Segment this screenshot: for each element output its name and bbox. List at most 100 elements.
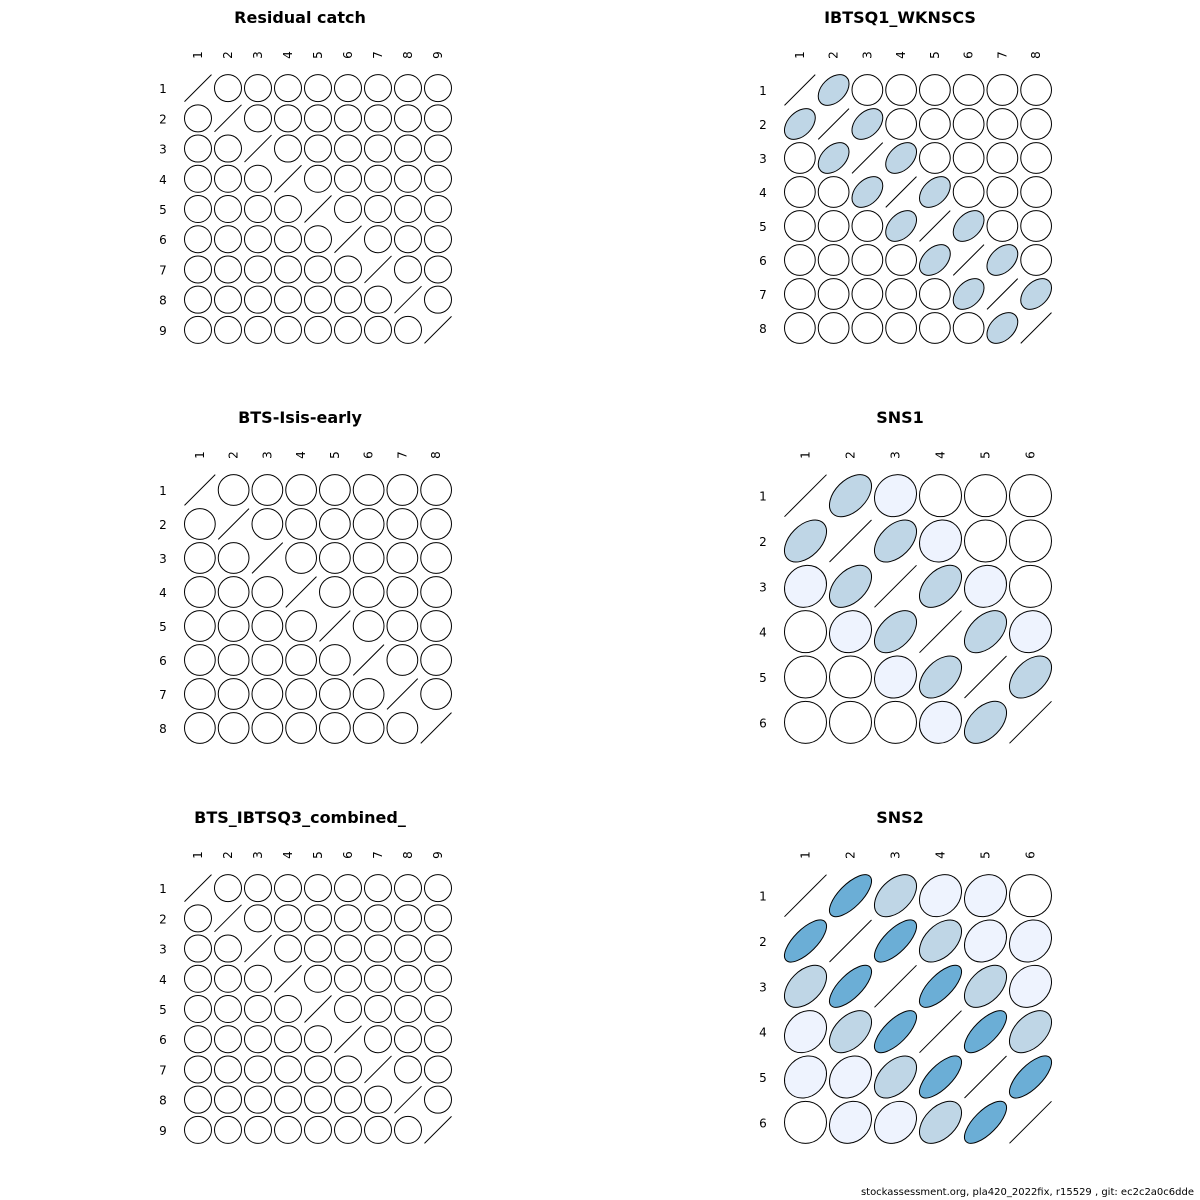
correlation-ellipse — [184, 904, 212, 933]
correlation-ellipse — [420, 644, 452, 676]
correlation-ellipse — [386, 712, 419, 744]
correlation-ellipse — [184, 1025, 212, 1054]
row-label: 8 — [159, 722, 167, 736]
correlation-ellipse — [986, 176, 1019, 208]
correlation-ellipse — [784, 1010, 828, 1054]
correlation-ellipse — [304, 134, 332, 163]
correlation-ellipse — [285, 508, 317, 540]
correlation-ellipse — [919, 1100, 963, 1144]
row-label: 6 — [159, 1033, 167, 1047]
correlation-ellipse — [319, 678, 351, 710]
correlation-ellipse — [783, 519, 827, 563]
panel-2: IBTSQ1_WKNSCS 1 2 3 4 5 6 7 8 1 2 3 4 5 6 7 8 — [759, 8, 1052, 344]
correlation-ellipse — [784, 700, 827, 744]
diagonal-line — [251, 542, 284, 574]
diagonal-line — [817, 108, 850, 140]
correlation-ellipse — [394, 964, 422, 993]
correlation-ellipse — [1020, 108, 1052, 140]
correlation-ellipse — [214, 964, 242, 993]
correlation-ellipse — [352, 678, 385, 710]
correlation-ellipse — [184, 995, 212, 1023]
correlation-ellipse — [364, 1115, 392, 1144]
correlation-ellipse — [394, 1115, 422, 1144]
correlation-ellipse — [184, 712, 216, 744]
diagonal-line — [274, 164, 302, 193]
correlation-ellipse — [424, 164, 452, 193]
correlation-ellipse — [424, 1085, 452, 1114]
correlation-ellipse — [394, 195, 422, 223]
correlation-ellipse — [784, 142, 816, 174]
correlation-ellipse — [364, 74, 392, 103]
correlation-ellipse — [424, 904, 452, 933]
correlation-ellipse — [963, 610, 1007, 654]
correlation-ellipse — [274, 995, 302, 1023]
correlation-ellipse — [918, 919, 962, 963]
correlation-ellipse — [274, 74, 302, 103]
correlation-ellipse — [184, 1115, 212, 1144]
correlation-ellipse — [319, 576, 351, 608]
correlation-ellipse — [184, 134, 212, 163]
correlation-ellipse — [918, 176, 951, 208]
correlation-ellipse — [1020, 244, 1052, 276]
correlation-ellipse — [184, 576, 216, 608]
column-label: 4 — [294, 451, 308, 459]
correlation-ellipse — [952, 74, 985, 106]
correlation-ellipse — [1009, 964, 1053, 1008]
correlation-ellipse — [873, 610, 917, 654]
correlation-ellipse — [244, 255, 272, 284]
correlation-ellipse — [274, 934, 302, 963]
correlation-ellipse — [952, 108, 985, 140]
correlation-ellipse — [424, 225, 452, 254]
correlation-ellipse — [304, 74, 332, 103]
correlation-ellipse — [334, 134, 362, 163]
correlation-ellipse — [986, 74, 1019, 106]
correlation-ellipse — [394, 134, 422, 163]
panel-3: BTS-Isis-early 1 2 3 4 5 6 7 8 1 2 3 4 5 6 7 8 — [159, 408, 452, 744]
correlation-ellipse — [919, 108, 951, 140]
correlation-ellipse — [334, 874, 362, 903]
column-label: 2 — [844, 451, 858, 459]
correlation-ellipse — [851, 244, 884, 276]
correlation-ellipse — [304, 1115, 332, 1144]
correlation-ellipse — [352, 576, 385, 608]
diagonal-line — [214, 904, 242, 933]
column-label: 9 — [431, 851, 445, 859]
correlation-ellipse — [319, 474, 351, 506]
correlation-ellipse — [251, 644, 284, 676]
correlation-ellipse — [184, 285, 212, 314]
column-label: 2 — [221, 851, 235, 859]
correlation-ellipse — [214, 315, 242, 344]
correlation-ellipse — [352, 542, 385, 574]
correlation-ellipse — [424, 874, 452, 903]
correlation-ellipse — [244, 1055, 272, 1084]
correlation-ellipse — [184, 678, 216, 710]
column-label: 5 — [979, 851, 993, 859]
correlation-ellipse — [304, 255, 332, 284]
correlation-ellipse — [285, 610, 317, 642]
correlation-ellipse — [352, 474, 385, 506]
correlation-ellipse — [829, 1055, 873, 1099]
correlation-ellipse — [964, 474, 1007, 518]
correlation-ellipse — [364, 285, 392, 314]
correlation-ellipse — [851, 210, 884, 242]
column-label: 4 — [934, 451, 948, 459]
diagonal-line — [424, 1116, 452, 1144]
correlation-ellipse — [334, 194, 362, 223]
column-label: 5 — [928, 51, 942, 59]
correlation-ellipse — [420, 542, 452, 574]
correlation-ellipse — [304, 904, 332, 933]
diagonal-line — [184, 874, 212, 902]
correlation-ellipse — [304, 104, 332, 133]
column-label: 1 — [799, 851, 813, 859]
correlation-ellipse — [244, 225, 272, 254]
correlation-ellipse — [244, 315, 272, 344]
row-label: 4 — [159, 173, 167, 187]
correlation-ellipse — [184, 1085, 212, 1114]
correlation-ellipse — [885, 278, 917, 310]
correlation-ellipse — [364, 134, 392, 163]
correlation-ellipse — [334, 1085, 362, 1114]
row-label: 3 — [759, 580, 767, 594]
column-label: 4 — [281, 851, 295, 859]
column-label: 1 — [191, 51, 205, 59]
correlation-ellipse — [1020, 142, 1052, 174]
